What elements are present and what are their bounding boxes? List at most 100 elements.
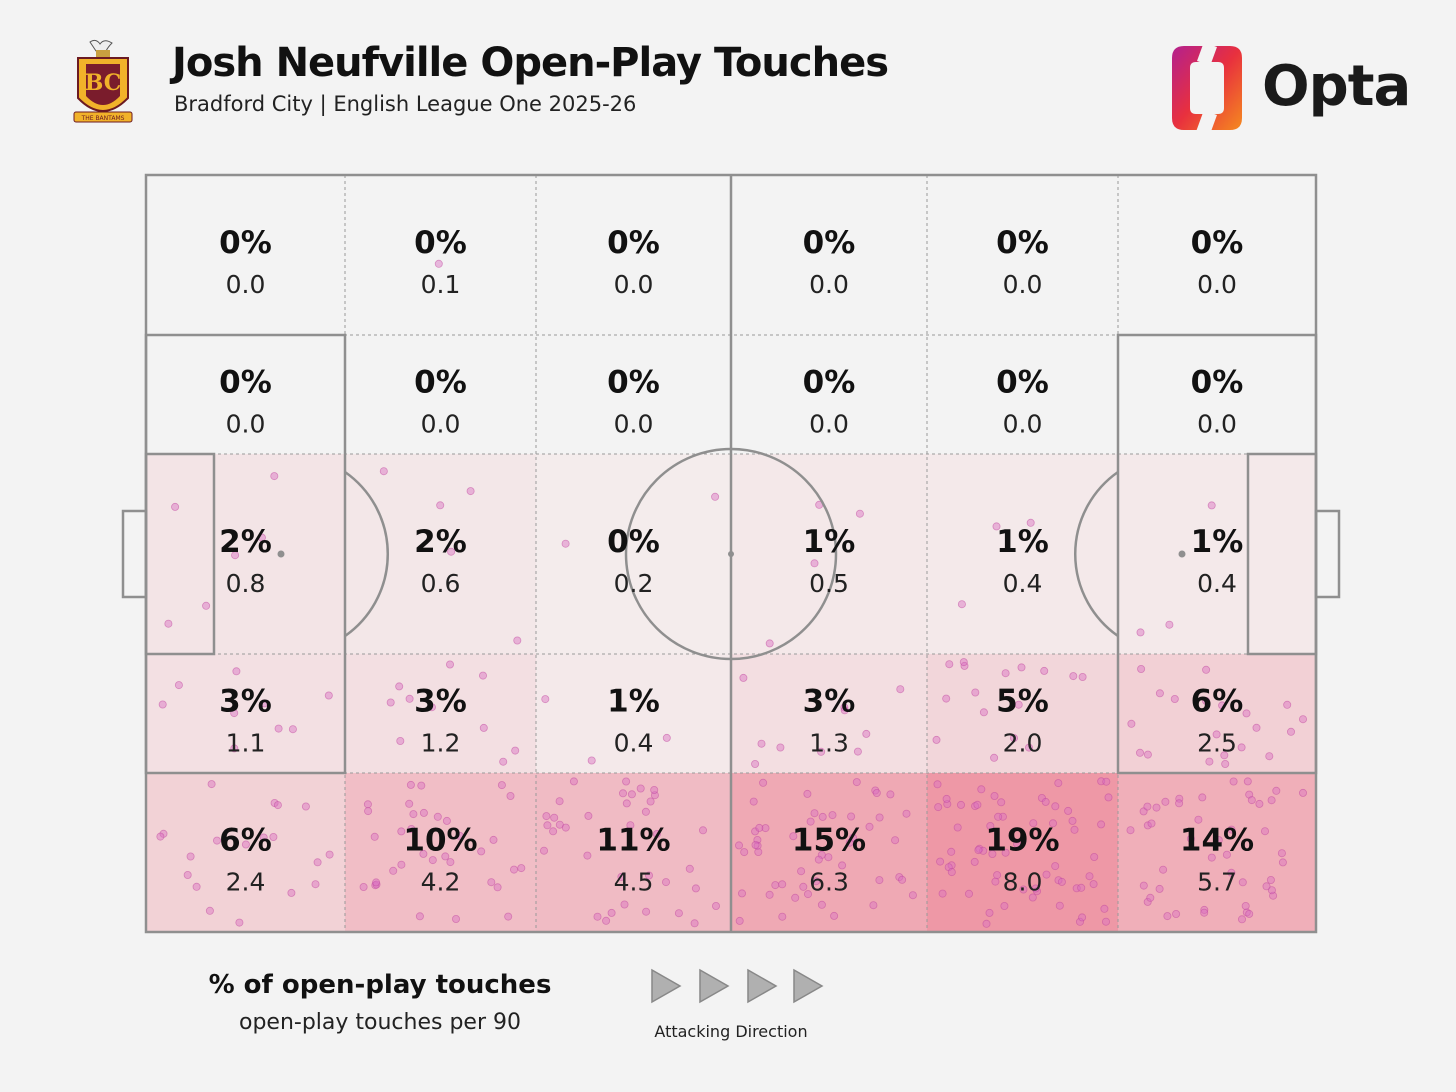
touch-dot	[869, 901, 878, 910]
heatmap-cell	[731, 773, 927, 932]
touch-dot	[441, 852, 450, 861]
touch-dot	[1019, 885, 1028, 894]
touch-dot	[259, 833, 268, 842]
touch-dot	[1013, 840, 1022, 849]
touch-dot	[988, 850, 997, 859]
touch-dot	[838, 861, 847, 870]
touch-dot	[1051, 862, 1060, 871]
touch-dot	[749, 797, 758, 806]
svg-text:BC: BC	[85, 70, 122, 96]
cell-percent-label: 0%	[996, 365, 1049, 401]
touch-dot	[652, 830, 661, 839]
touch-dot	[543, 821, 552, 830]
touch-dot	[1085, 872, 1094, 881]
touch-dot	[313, 858, 322, 867]
touch-dot	[789, 832, 798, 841]
touch-dot	[936, 857, 945, 866]
touch-dot	[1001, 669, 1010, 678]
heatmap-cell	[731, 654, 927, 773]
heatmap-cell	[536, 454, 731, 654]
heatmap-cell	[536, 654, 731, 773]
touch-dot	[799, 882, 808, 891]
touch-dot	[407, 825, 416, 834]
heatmap-cell	[1118, 175, 1316, 335]
touch-dot	[810, 809, 819, 818]
touch-dot	[1042, 870, 1051, 879]
touch-dot	[386, 698, 395, 707]
touch-dot	[1025, 743, 1034, 752]
touch-dot	[395, 682, 404, 691]
cell-per90-label: 0.2	[614, 569, 654, 598]
touch-dot	[379, 467, 388, 476]
touch-dot	[840, 706, 849, 715]
cell-percent-label: 1%	[607, 684, 660, 720]
touch-dot	[1241, 902, 1250, 911]
touch-dot	[817, 850, 826, 859]
touch-dot	[1041, 797, 1050, 806]
touch-dot	[735, 916, 744, 925]
touch-dot	[751, 841, 760, 850]
heatmap-cell	[146, 175, 345, 335]
touch-dot	[477, 847, 486, 856]
touch-dot	[994, 812, 1003, 821]
touch-dot	[1200, 905, 1209, 914]
cell-percent-label: 3%	[219, 684, 272, 720]
heatmap-cell	[927, 654, 1118, 773]
touch-dot	[1212, 730, 1221, 739]
touch-dot	[849, 833, 858, 842]
touch-dot	[1040, 666, 1049, 675]
touch-dot	[433, 812, 442, 821]
touch-dot	[991, 877, 1000, 886]
touch-dot	[847, 812, 856, 821]
touch-dot	[1010, 734, 1019, 743]
touch-dot	[370, 832, 379, 841]
touch-dot	[804, 890, 813, 899]
touch-dot	[1161, 797, 1170, 806]
touch-dot	[593, 912, 602, 921]
cell-percent-label: 5%	[996, 684, 1049, 720]
cell-per90-label: 0.4	[1003, 569, 1043, 598]
touch-dot	[620, 900, 629, 909]
touch-dot	[493, 883, 502, 892]
touch-dot	[1136, 628, 1145, 637]
touch-dot	[1000, 902, 1009, 911]
touch-dot	[891, 836, 900, 845]
touch-dot	[986, 822, 995, 831]
touch-dot	[685, 864, 694, 873]
cell-percent-label: 6%	[219, 823, 272, 859]
touch-dot	[1136, 748, 1145, 757]
touch-dot	[755, 823, 764, 832]
touch-dot	[207, 780, 216, 789]
heatmap-cell	[731, 454, 927, 654]
cell-per90-label: 0.0	[1003, 270, 1043, 299]
touch-dot	[1283, 700, 1292, 709]
touch-dot	[287, 888, 296, 897]
left-penalty-arc	[344, 470, 390, 638]
touch-dot	[626, 821, 635, 830]
touch-dot	[1014, 700, 1023, 709]
cell-percent-label: 0%	[607, 524, 660, 560]
heatmap-cell	[927, 335, 1118, 454]
touch-dot	[979, 708, 988, 717]
touch-dot	[428, 856, 437, 865]
touch-dot	[1207, 853, 1216, 862]
touch-dot	[301, 802, 310, 811]
touch-dot	[409, 810, 418, 819]
centre-spot	[728, 551, 734, 557]
touch-dot	[1155, 884, 1164, 893]
touch-dot	[862, 729, 871, 738]
touch-dot	[479, 723, 488, 732]
touch-dot	[235, 918, 244, 927]
touch-dot	[397, 827, 406, 836]
touch-dot	[260, 699, 269, 708]
heatmap-cell	[146, 654, 345, 773]
touch-dot	[202, 601, 211, 610]
touch-dot	[405, 694, 414, 703]
touch-dot	[933, 780, 942, 789]
cell-percent-label: 0%	[1191, 225, 1244, 261]
touch-dot	[288, 725, 297, 734]
cell-per90-label: 1.3	[809, 729, 849, 758]
touch-dot	[814, 855, 823, 864]
cell-percent-label: 1%	[1191, 524, 1244, 560]
cell-per90-label: 0.0	[421, 410, 461, 439]
